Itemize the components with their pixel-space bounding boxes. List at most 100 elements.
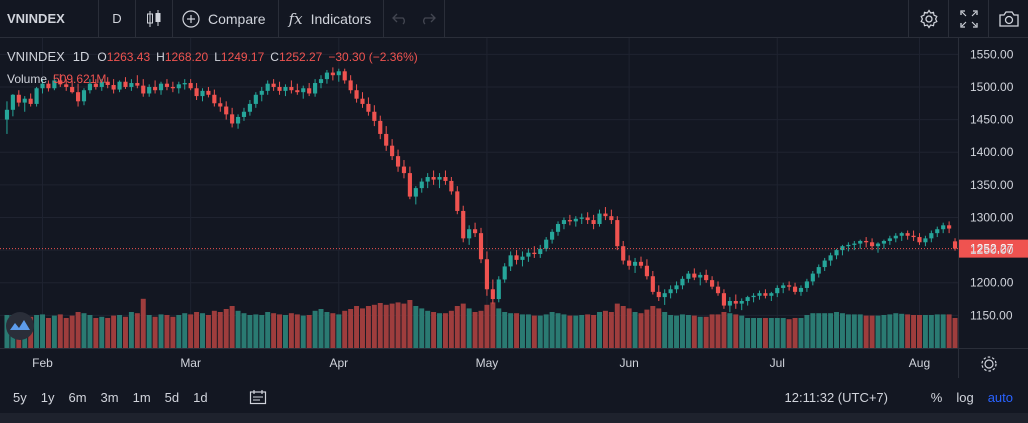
volume-bar (674, 315, 680, 348)
candle-body (188, 83, 193, 89)
volume-bar (437, 313, 443, 348)
volume-bar (549, 312, 555, 348)
volume-bar (442, 313, 448, 348)
volume-bar (786, 319, 792, 348)
volume-bar (531, 315, 537, 348)
range-button-5y[interactable]: 5y (13, 389, 27, 405)
log-scale-button[interactable]: log (956, 389, 974, 405)
last-price-label: 1252.27 (970, 242, 1014, 256)
range-button-1y[interactable]: 1y (40, 389, 55, 405)
volume-bar (164, 315, 170, 348)
candle-body (627, 260, 632, 266)
candle-body (828, 255, 833, 261)
candle-body (644, 265, 649, 277)
x-tick-label: Mar (180, 356, 201, 370)
volume-bar (875, 315, 881, 348)
scale-options: % log auto (924, 381, 1020, 413)
range-button-1m[interactable]: 1m (132, 389, 151, 405)
range-button-6m[interactable]: 6m (68, 389, 87, 405)
candle-body (253, 94, 258, 104)
volume-bar (881, 315, 887, 348)
volume-bar (691, 315, 697, 348)
symbol-search-button[interactable]: VNINDEX (7, 11, 65, 26)
candle-body (295, 90, 300, 93)
candle-body (561, 220, 567, 224)
volume-bar (834, 312, 840, 348)
volume-bar (602, 310, 608, 348)
high-value: 1268.20 (164, 50, 209, 64)
candle-body (792, 286, 798, 292)
candle-body (87, 83, 92, 91)
range-button-1d[interactable]: 1d (193, 389, 208, 405)
volume-bar (863, 315, 869, 348)
candle-body (158, 83, 164, 91)
candle-body (638, 261, 644, 266)
candle-body (935, 229, 940, 234)
undo-icon[interactable] (392, 13, 408, 25)
y-tick-label: 1200.00 (970, 276, 1014, 290)
volume-bar (40, 314, 46, 348)
timezone-clock[interactable]: 12:11:32 (UTC+7) (784, 389, 888, 405)
candle-body (668, 289, 673, 294)
range-button-3m[interactable]: 3m (100, 389, 119, 405)
redo-icon[interactable] (420, 13, 437, 25)
volume-bar (318, 309, 324, 348)
candle-body (704, 274, 709, 281)
candle-body (947, 225, 952, 229)
chart-type-button[interactable] (136, 0, 172, 38)
volume-bar (188, 314, 194, 348)
volume-bar (460, 303, 466, 348)
fx-icon: fx (288, 9, 303, 28)
percent-scale-button[interactable]: % (930, 389, 943, 405)
candle-body (567, 220, 572, 222)
candle-body (46, 83, 51, 89)
volume-bar (905, 314, 911, 348)
candle-body (407, 173, 412, 197)
candle-body (425, 177, 430, 182)
candle-body (182, 83, 187, 85)
volume-bar (63, 318, 69, 348)
indicators-button[interactable]: fx Indicators (279, 0, 384, 38)
candle-body (153, 86, 158, 91)
candle-body (259, 90, 264, 95)
candle-body (330, 72, 335, 76)
volume-bar (235, 310, 241, 348)
candle-body (490, 289, 495, 300)
candlestick-chart[interactable]: 1252.27 1550.00 1500.00 1450.00 1400.00 1350.… (0, 38, 1028, 378)
volume-bar (940, 314, 946, 348)
range-button-5d[interactable]: 5d (164, 389, 180, 405)
candle-body (591, 220, 596, 224)
volume-bar (555, 313, 561, 348)
settings-button[interactable] (908, 0, 948, 38)
candle-body (372, 111, 377, 121)
volume-bar (828, 313, 834, 348)
candle-body (781, 285, 786, 288)
volume-bar (679, 314, 685, 348)
snapshot-button[interactable] (988, 0, 1028, 38)
scale-settings-icon-ring (981, 356, 997, 372)
y-tick-label: 1550.00 (970, 47, 1014, 61)
volume-bar (312, 310, 318, 348)
volume-bar (685, 315, 691, 348)
candle-body (555, 224, 561, 232)
auto-scale-button[interactable]: auto (987, 389, 1013, 405)
scale-settings-icon[interactable] (984, 359, 994, 369)
low-label: L (214, 50, 221, 64)
fullscreen-button[interactable] (948, 0, 988, 38)
candle-body (200, 90, 205, 97)
chart-area[interactable]: 1252.27 1550.00 1500.00 1450.00 1400.00 1350.… (0, 38, 1028, 378)
undo-redo-group (384, 0, 444, 38)
candle-body (615, 220, 620, 247)
candle-body (28, 98, 33, 104)
camera-icon (998, 11, 1019, 27)
volume-bar (727, 313, 733, 348)
candle-body (401, 166, 407, 174)
goto-date-button[interactable] (249, 389, 267, 405)
interval-button[interactable]: D (112, 11, 122, 26)
compare-button[interactable]: Compare (173, 0, 278, 38)
candle-body (283, 86, 288, 91)
volume-bar (401, 303, 407, 348)
candle-body (508, 255, 513, 267)
volume-bar (45, 318, 51, 348)
candle-body (698, 274, 703, 278)
